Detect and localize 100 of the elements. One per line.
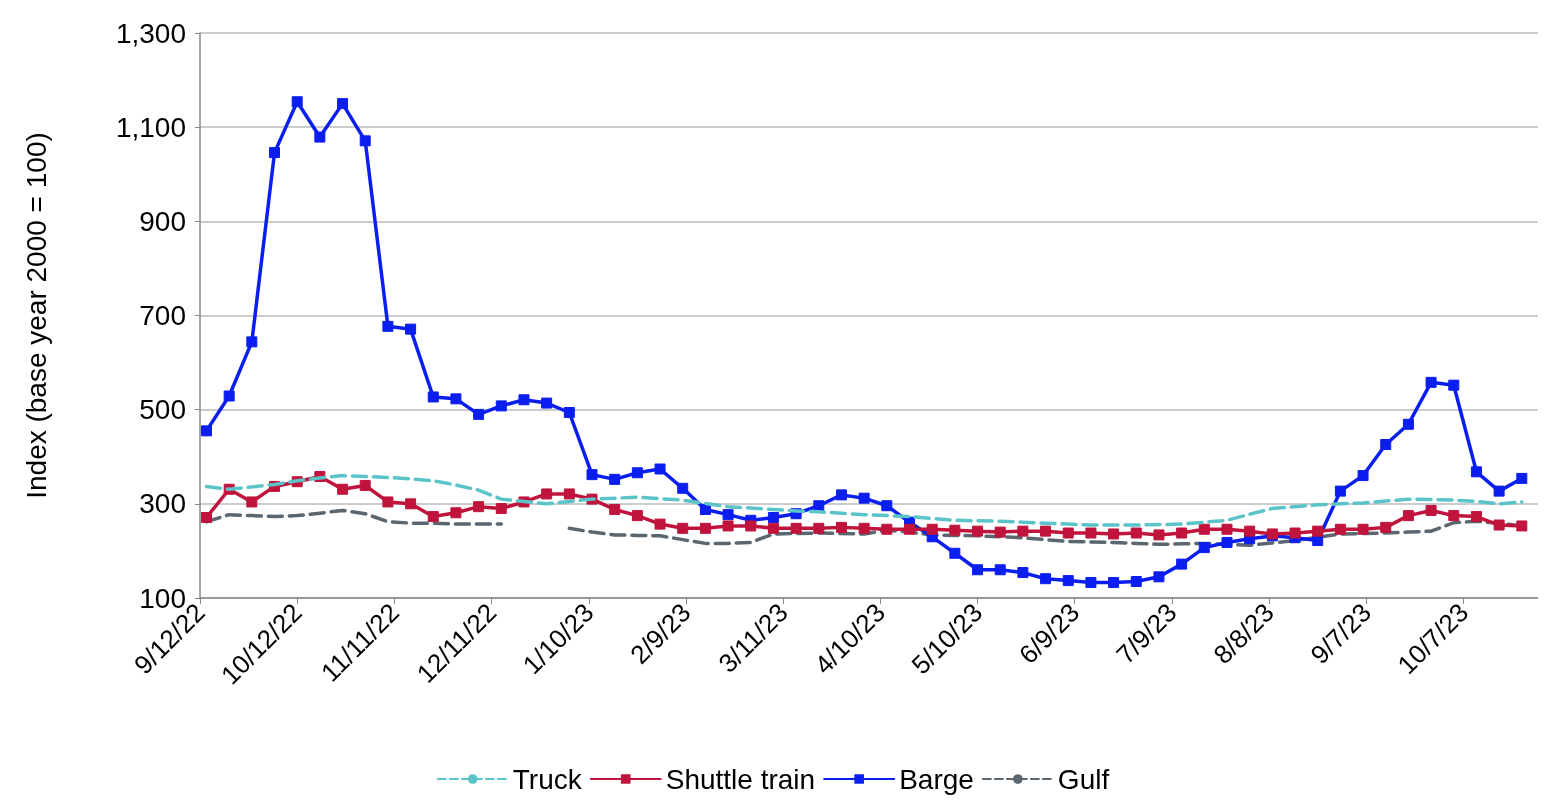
point xyxy=(813,522,825,534)
point xyxy=(1448,510,1460,522)
point xyxy=(1334,523,1346,535)
point xyxy=(1470,466,1482,478)
point xyxy=(790,522,802,534)
point xyxy=(767,522,779,534)
point xyxy=(926,523,938,535)
point xyxy=(1334,485,1346,497)
point xyxy=(1312,525,1324,537)
point xyxy=(1493,519,1505,531)
point xyxy=(767,511,779,523)
point xyxy=(223,390,235,402)
point xyxy=(949,547,961,559)
point xyxy=(450,507,462,519)
legend-label: Gulf xyxy=(1057,763,1110,795)
point xyxy=(382,320,394,332)
point xyxy=(699,503,711,515)
point xyxy=(1198,542,1210,554)
point xyxy=(881,523,893,535)
point xyxy=(563,406,575,418)
point xyxy=(994,564,1006,576)
point xyxy=(722,509,734,521)
point xyxy=(654,463,666,475)
point xyxy=(1062,527,1074,539)
point xyxy=(246,496,258,508)
y-tick-label: 1,100 xyxy=(115,111,186,143)
point xyxy=(972,525,984,537)
point xyxy=(473,408,485,420)
point xyxy=(1357,470,1369,482)
point xyxy=(450,393,462,405)
point xyxy=(1516,520,1528,532)
point xyxy=(1448,379,1460,391)
point xyxy=(495,503,507,515)
point xyxy=(881,500,893,512)
point xyxy=(405,323,417,335)
point xyxy=(200,425,212,437)
point xyxy=(541,488,553,500)
point xyxy=(1221,536,1233,548)
point xyxy=(609,503,621,515)
point xyxy=(1176,527,1188,539)
point xyxy=(1153,529,1165,541)
point xyxy=(1017,525,1029,537)
point xyxy=(473,501,485,513)
point xyxy=(291,96,303,108)
point xyxy=(1085,576,1097,588)
y-tick-label: 1,300 xyxy=(115,17,186,49)
point xyxy=(495,400,507,412)
point xyxy=(518,394,530,406)
point xyxy=(314,131,326,143)
point xyxy=(654,518,666,530)
point xyxy=(858,492,870,504)
point xyxy=(200,511,212,523)
point xyxy=(1357,523,1369,535)
point xyxy=(1402,510,1414,522)
point xyxy=(858,522,870,534)
point xyxy=(405,498,417,510)
point xyxy=(1198,523,1210,535)
point xyxy=(586,469,598,481)
point xyxy=(609,473,621,485)
point xyxy=(745,520,757,532)
point xyxy=(904,523,915,535)
point xyxy=(722,520,734,532)
point xyxy=(1402,418,1414,430)
point xyxy=(994,526,1006,538)
legend-label: Truck xyxy=(512,763,583,795)
point xyxy=(1040,525,1052,537)
point xyxy=(1470,511,1482,523)
point xyxy=(631,510,643,522)
point xyxy=(427,391,439,403)
point xyxy=(1244,525,1256,537)
point xyxy=(269,147,281,159)
point xyxy=(677,482,689,494)
point xyxy=(563,488,575,500)
point xyxy=(1153,571,1165,583)
point xyxy=(1040,573,1052,585)
point xyxy=(1425,504,1437,516)
point xyxy=(1380,521,1392,533)
point xyxy=(337,483,349,495)
point xyxy=(382,496,394,508)
point xyxy=(1425,376,1437,388)
point xyxy=(1108,528,1120,540)
point xyxy=(1062,575,1074,587)
point xyxy=(1017,567,1029,579)
point xyxy=(835,489,847,501)
point xyxy=(1085,527,1097,539)
point xyxy=(1516,472,1528,484)
point xyxy=(427,511,439,523)
point xyxy=(541,397,553,409)
y-tick-label: 500 xyxy=(139,394,186,426)
legend-label: Shuttle train xyxy=(665,763,816,795)
y-tick-label: 700 xyxy=(139,300,186,331)
point xyxy=(835,521,847,533)
point xyxy=(1289,527,1301,539)
point xyxy=(1130,576,1142,588)
point xyxy=(337,98,349,110)
point xyxy=(1221,523,1233,535)
legend-label: Barge xyxy=(899,763,974,795)
point xyxy=(699,522,711,534)
y-tick-label: 300 xyxy=(139,488,186,520)
point xyxy=(359,479,371,491)
